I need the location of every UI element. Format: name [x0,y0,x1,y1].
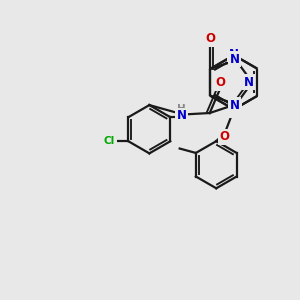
Text: O: O [206,32,215,45]
Text: O: O [215,76,225,89]
Text: H: H [177,103,186,114]
Text: N: N [229,47,239,61]
Text: Cl: Cl [104,136,115,146]
Text: N: N [230,103,240,116]
Text: N: N [230,99,240,112]
Text: N: N [244,76,254,89]
Text: N: N [230,53,240,66]
Text: O: O [220,130,230,143]
Text: N: N [177,110,187,122]
